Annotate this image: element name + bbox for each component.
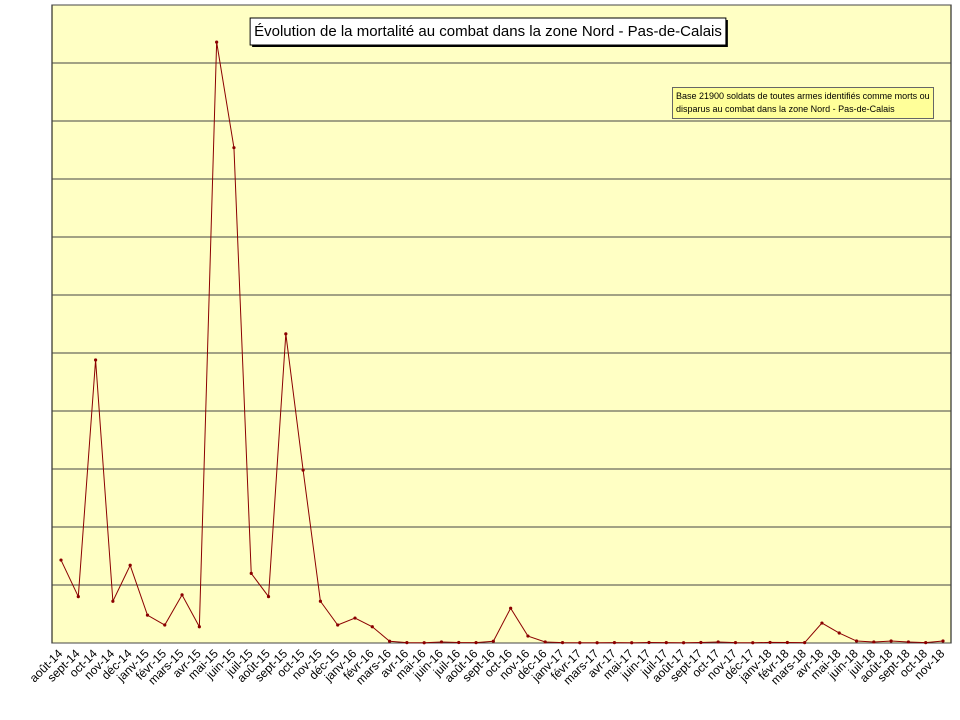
point: [854, 639, 859, 643]
point: [491, 639, 495, 643]
point: [318, 599, 323, 603]
point: [612, 641, 617, 645]
point: [716, 640, 720, 644]
x-labels: août-14sept-14oct-14nov-14déc-14janv-15f…: [27, 646, 948, 687]
point: [301, 468, 305, 472]
point: [560, 641, 565, 645]
point: [543, 640, 547, 644]
point: [699, 640, 703, 645]
point: [924, 641, 928, 645]
point: [422, 641, 426, 645]
point: [768, 640, 772, 645]
chart-title: Évolution de la mortalité au combat dans…: [254, 23, 722, 40]
point: [163, 623, 167, 627]
point: [509, 606, 513, 610]
annotation: Base 21900 soldats de toutes armes ident…: [672, 87, 934, 119]
point: [906, 640, 911, 644]
point: [889, 639, 893, 643]
point: [664, 641, 668, 645]
point: [232, 146, 236, 150]
point: [941, 639, 945, 643]
point: [249, 571, 253, 576]
point: [595, 641, 599, 645]
point: [197, 625, 201, 629]
point: [405, 641, 409, 645]
point: [76, 595, 80, 599]
point: [751, 641, 755, 645]
point: [93, 358, 98, 362]
point: [370, 625, 374, 629]
point: [128, 563, 132, 567]
point: [336, 623, 340, 627]
point: [474, 641, 478, 645]
marks: [59, 40, 945, 645]
point: [387, 639, 392, 643]
point: [681, 641, 686, 645]
point: [785, 640, 789, 645]
point: [145, 613, 150, 617]
point: [284, 332, 288, 336]
point: [872, 640, 876, 644]
title-box: [249, 17, 727, 46]
point: [733, 641, 738, 645]
point: [457, 640, 461, 645]
point: [803, 641, 807, 645]
point: [353, 616, 357, 620]
point: [820, 621, 824, 625]
point: [837, 631, 841, 635]
point: [630, 641, 634, 645]
point: [59, 558, 63, 562]
line: [60, 42, 944, 644]
point: [111, 599, 115, 603]
point: [578, 641, 582, 645]
point: [439, 640, 444, 644]
point: [215, 40, 219, 44]
point: [266, 595, 271, 599]
point: [647, 640, 651, 645]
point: [180, 593, 184, 597]
point: [526, 634, 530, 638]
